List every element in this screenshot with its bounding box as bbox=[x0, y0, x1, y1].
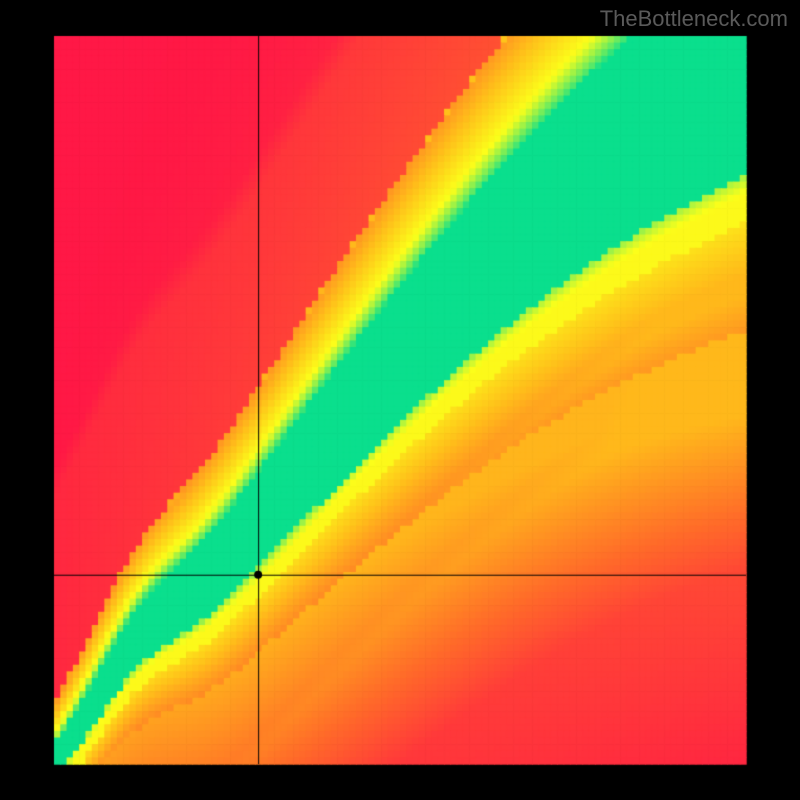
watermark-text: TheBottleneck.com bbox=[600, 6, 788, 32]
heatmap-canvas bbox=[0, 0, 800, 800]
chart-container: TheBottleneck.com bbox=[0, 0, 800, 800]
